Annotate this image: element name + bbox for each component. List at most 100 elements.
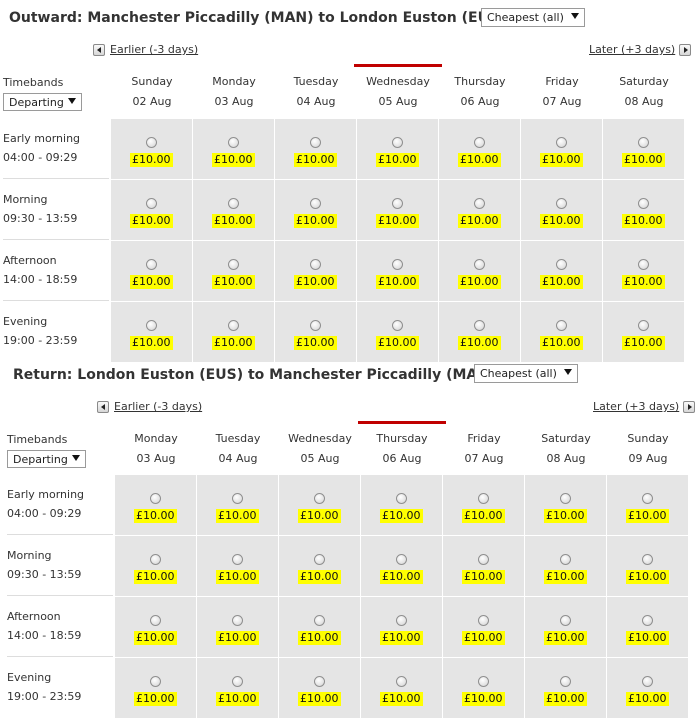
fare-radio[interactable]	[474, 137, 485, 148]
fare-radio[interactable]	[642, 554, 653, 565]
return-fare-cell[interactable]: £10.00	[361, 536, 443, 597]
fare-radio[interactable]	[146, 137, 157, 148]
return-fare-cell[interactable]: £10.00	[115, 475, 197, 536]
fare-radio[interactable]	[310, 198, 321, 209]
arrow-left-icon[interactable]	[93, 43, 105, 56]
fare-radio[interactable]	[228, 320, 239, 331]
outward-fare-cell[interactable]: £10.00	[275, 302, 357, 363]
fare-radio[interactable]	[556, 198, 567, 209]
outward-fare-cell[interactable]: £10.00	[603, 302, 685, 363]
fare-radio[interactable]	[310, 320, 321, 331]
fare-radio[interactable]	[556, 259, 567, 270]
fare-radio[interactable]	[638, 198, 649, 209]
fare-radio[interactable]	[638, 320, 649, 331]
return-fare-cell[interactable]: £10.00	[443, 536, 525, 597]
fare-radio[interactable]	[474, 198, 485, 209]
fare-radio[interactable]	[642, 493, 653, 504]
outward-later-label[interactable]: Later (+3 days)	[589, 43, 676, 56]
arrow-right-icon[interactable]	[683, 400, 696, 413]
fare-radio[interactable]	[232, 493, 243, 504]
fare-radio[interactable]	[560, 676, 571, 687]
outward-fare-cell[interactable]: £10.00	[111, 119, 193, 180]
outward-fare-cell[interactable]: £10.00	[275, 119, 357, 180]
outward-fare-cell[interactable]: £10.00	[357, 241, 439, 302]
return-fare-cell[interactable]: £10.00	[197, 475, 279, 536]
return-fare-cell[interactable]: £10.00	[607, 597, 689, 658]
fare-radio[interactable]	[556, 137, 567, 148]
fare-radio[interactable]	[150, 615, 161, 626]
fare-radio[interactable]	[396, 676, 407, 687]
fare-radio[interactable]	[478, 493, 489, 504]
fare-radio[interactable]	[310, 259, 321, 270]
return-fare-cell[interactable]: £10.00	[525, 658, 607, 719]
fare-radio[interactable]	[146, 320, 157, 331]
outward-fare-cell[interactable]: £10.00	[111, 302, 193, 363]
return-fare-cell[interactable]: £10.00	[279, 597, 361, 658]
fare-radio[interactable]	[228, 259, 239, 270]
fare-radio[interactable]	[232, 615, 243, 626]
fare-radio[interactable]	[392, 320, 403, 331]
fare-radio[interactable]	[314, 615, 325, 626]
fare-radio[interactable]	[638, 259, 649, 270]
fare-radio[interactable]	[314, 676, 325, 687]
outward-fare-cell[interactable]: £10.00	[603, 180, 685, 241]
return-fare-cell[interactable]: £10.00	[279, 536, 361, 597]
return-earlier-label[interactable]: Earlier (-3 days)	[114, 400, 203, 413]
fare-radio[interactable]	[310, 137, 321, 148]
return-fare-cell[interactable]: £10.00	[279, 658, 361, 719]
outward-fare-cell[interactable]: £10.00	[357, 180, 439, 241]
return-timeband-select[interactable]: Departing	[7, 450, 86, 468]
fare-radio[interactable]	[642, 615, 653, 626]
fare-radio[interactable]	[314, 554, 325, 565]
fare-radio[interactable]	[392, 137, 403, 148]
fare-radio[interactable]	[478, 554, 489, 565]
fare-radio[interactable]	[150, 554, 161, 565]
outward-fare-cell[interactable]: £10.00	[111, 180, 193, 241]
outward-fare-cell[interactable]: £10.00	[193, 241, 275, 302]
return-fare-cell[interactable]: £10.00	[443, 475, 525, 536]
outward-fare-cell[interactable]: £10.00	[111, 241, 193, 302]
fare-radio[interactable]	[392, 198, 403, 209]
outward-fare-cell[interactable]: £10.00	[439, 180, 521, 241]
outward-fare-cell[interactable]: £10.00	[603, 241, 685, 302]
return-fare-cell[interactable]: £10.00	[361, 475, 443, 536]
fare-radio[interactable]	[478, 615, 489, 626]
fare-radio[interactable]	[560, 554, 571, 565]
outward-fare-cell[interactable]: £10.00	[275, 180, 357, 241]
fare-radio[interactable]	[150, 676, 161, 687]
fare-radio[interactable]	[314, 493, 325, 504]
fare-radio[interactable]	[638, 137, 649, 148]
fare-radio[interactable]	[474, 320, 485, 331]
fare-radio[interactable]	[474, 259, 485, 270]
outward-fare-cell[interactable]: £10.00	[521, 180, 603, 241]
return-fare-cell[interactable]: £10.00	[525, 597, 607, 658]
return-fare-cell[interactable]: £10.00	[361, 597, 443, 658]
return-fare-cell[interactable]: £10.00	[115, 597, 197, 658]
fare-radio[interactable]	[396, 493, 407, 504]
return-fare-cell[interactable]: £10.00	[525, 475, 607, 536]
return-fare-cell[interactable]: £10.00	[443, 597, 525, 658]
fare-radio[interactable]	[560, 615, 571, 626]
return-fare-cell[interactable]: £10.00	[115, 658, 197, 719]
outward-fare-cell[interactable]: £10.00	[193, 302, 275, 363]
outward-fare-select[interactable]: Cheapest (all)	[481, 8, 585, 27]
return-fare-cell[interactable]: £10.00	[361, 658, 443, 719]
outward-fare-cell[interactable]: £10.00	[357, 119, 439, 180]
fare-radio[interactable]	[396, 554, 407, 565]
fare-radio[interactable]	[392, 259, 403, 270]
return-fare-cell[interactable]: £10.00	[607, 658, 689, 719]
return-earlier-link[interactable]: Earlier (-3 days)	[97, 400, 202, 413]
fare-radio[interactable]	[232, 676, 243, 687]
return-fare-cell[interactable]: £10.00	[279, 475, 361, 536]
return-fare-select[interactable]: Cheapest (all)	[474, 364, 578, 383]
return-fare-cell[interactable]: £10.00	[197, 536, 279, 597]
fare-radio[interactable]	[560, 493, 571, 504]
fare-radio[interactable]	[396, 615, 407, 626]
fare-radio[interactable]	[146, 198, 157, 209]
return-fare-cell[interactable]: £10.00	[525, 536, 607, 597]
fare-radio[interactable]	[642, 676, 653, 687]
outward-fare-cell[interactable]: £10.00	[603, 119, 685, 180]
fare-radio[interactable]	[478, 676, 489, 687]
outward-fare-cell[interactable]: £10.00	[357, 302, 439, 363]
outward-fare-cell[interactable]: £10.00	[521, 119, 603, 180]
